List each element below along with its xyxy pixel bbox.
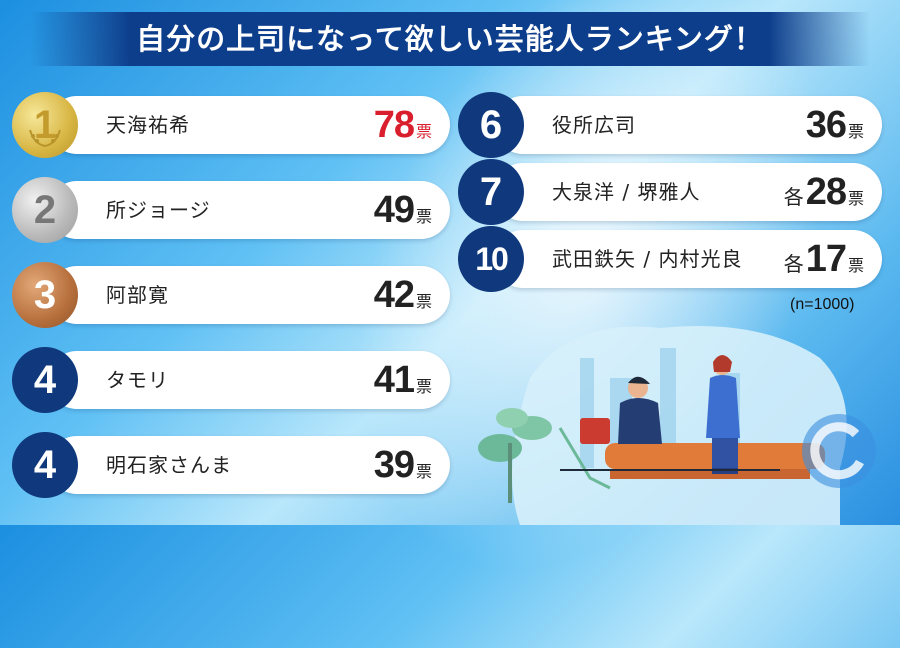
ranking-name: 天海祐希 [106,113,190,137]
vote-value: 42 [373,274,415,316]
vote-count: 各28 票 [784,163,864,221]
ranking-row-card [48,351,450,409]
ranking-row-card [494,163,882,221]
ranking-name: 大泉洋 / 堺雅人 [552,180,701,204]
ranking-row-card [48,266,450,324]
title-band: 自分の上司になって欲しい芸能人ランキング！ [30,12,870,66]
ranking-row: 3 阿部寛 42 票 [12,262,450,328]
vote-count: 78 票 [374,96,432,154]
vote-unit: 票 [847,122,864,141]
ranking-name: 役所広司 [552,113,636,137]
vote-unit: 票 [415,207,432,226]
laurel-icon [29,129,61,148]
rank-badge: 2 [12,177,78,243]
vote-count: 42 票 [374,266,432,324]
rank-badge: 4 [12,432,78,498]
vote-value: 78 [373,104,415,146]
vote-count: 39 票 [374,436,432,494]
ranking-row: 6 役所広司 36 票 [458,92,882,158]
ranking-row-card [48,436,450,494]
vote-unit: 票 [847,189,864,208]
ranking-row-card [494,230,882,288]
ranking-row: 2 所ジョージ 49 票 [12,177,450,243]
rank-badge: 3 [12,262,78,328]
vote-unit: 票 [415,462,432,481]
ranking-name: タモリ [106,368,169,392]
ranking-name: 明石家さんま [106,453,232,477]
chart-title: 自分の上司になって欲しい芸能人ランキング！ [136,22,764,56]
ranking-row: 4 明石家さんま 39 票 [12,432,450,498]
ranking-row-card [494,96,882,154]
ranking-row: 10 武田鉄矢 / 内村光良 各17 票 [458,226,882,292]
ranking-row: 7 大泉洋 / 堺雅人 各28 票 [458,159,882,225]
vote-count: 各17 票 [784,230,864,288]
rank-badge: 10 [458,226,524,292]
sample-size-note: (n=1000) [790,296,855,313]
vote-value: 49 [373,189,415,231]
vote-value: 39 [373,444,415,486]
vote-count: 36 票 [806,96,864,154]
vote-count: 49 票 [374,181,432,239]
ranking-row-card [48,96,450,154]
vote-count: 41 票 [374,351,432,409]
vote-prefix: 各 [783,252,804,276]
rank-badge: 7 [458,159,524,225]
vote-unit: 票 [415,122,432,141]
ranking-name: 所ジョージ [106,198,211,222]
vote-value: 17 [805,238,847,280]
vote-value: 41 [373,359,415,401]
ranking-row: 4 タモリ 41 票 [12,347,450,413]
rank-badge: 4 [12,347,78,413]
brand-logo-icon [802,414,876,488]
office-illustration [478,326,847,525]
ranking-name: 阿部寛 [106,283,169,307]
ranking-row-card [48,181,450,239]
vote-unit: 票 [415,377,432,396]
vote-value: 28 [805,171,847,213]
ranking-row: 1 天海祐希 78 票 [12,92,450,158]
ranking-name: 武田鉄矢 / 内村光良 [552,247,743,271]
vote-unit: 票 [415,292,432,311]
rank-badge: 1 [12,92,78,158]
vote-unit: 票 [847,256,864,275]
rank-badge: 6 [458,92,524,158]
vote-prefix: 各 [783,185,804,209]
vote-value: 36 [805,104,847,146]
